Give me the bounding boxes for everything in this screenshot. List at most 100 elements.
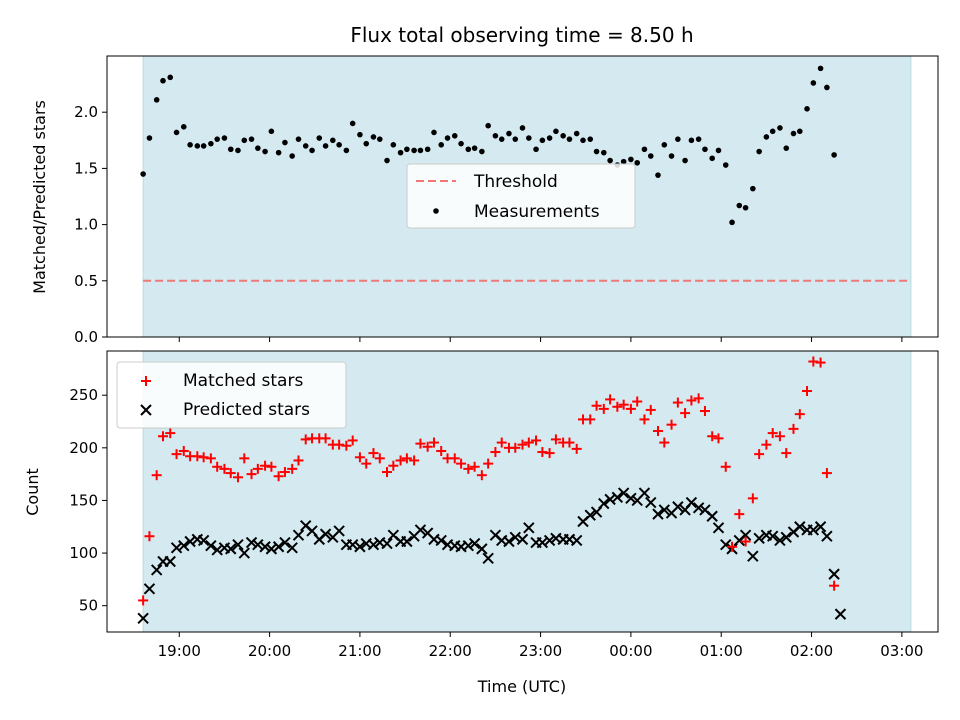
matched-point — [192, 451, 203, 462]
measurement-point — [600, 149, 607, 156]
cross-b — [150, 564, 163, 576]
matched-point — [747, 493, 758, 504]
matched-point — [138, 595, 149, 606]
matched-point — [422, 441, 433, 452]
measurement-point — [479, 148, 485, 155]
cross-b — [503, 535, 515, 548]
predicted-point — [333, 525, 345, 537]
cross-b — [611, 491, 624, 503]
cross-b — [421, 527, 434, 539]
predicted-point — [720, 538, 732, 551]
matched-point — [713, 433, 724, 444]
predicted-point — [692, 502, 705, 514]
cross-b — [645, 496, 657, 509]
measurement-point — [336, 141, 342, 148]
predicted-point — [150, 564, 163, 576]
matched-point — [767, 428, 778, 439]
predicted-point — [780, 531, 792, 543]
cross-b — [197, 534, 210, 547]
predicted-point — [286, 542, 298, 554]
measurement-point — [498, 136, 505, 142]
cross-b — [685, 496, 698, 509]
bottom-axes-frame — [106, 350, 939, 633]
cross-b — [462, 539, 475, 552]
cross-b — [509, 531, 521, 543]
cross-b — [225, 543, 237, 555]
predicted-point — [462, 539, 475, 552]
predicted-point — [482, 552, 494, 565]
measurement-point — [227, 146, 234, 153]
measurement-point — [357, 131, 363, 138]
cross-b — [536, 536, 549, 549]
cross-b — [638, 487, 651, 499]
measurement-point — [451, 133, 458, 139]
predicted-point — [774, 534, 786, 547]
legend-box — [116, 361, 347, 429]
measurement-point — [831, 152, 837, 158]
x-tick-label: 20:00 — [248, 642, 291, 660]
bottom-y-axis-label: Count — [23, 468, 42, 516]
predicted-point — [211, 544, 223, 556]
matched-point — [266, 461, 277, 472]
measurement-point — [580, 137, 586, 144]
predicted-point — [346, 538, 359, 551]
cross-b — [265, 543, 278, 555]
matched-point — [727, 541, 738, 552]
matched-point — [544, 448, 555, 459]
measurement-point — [539, 137, 546, 144]
matched-point — [829, 580, 840, 591]
cross-b — [523, 522, 535, 534]
matched-point — [754, 449, 765, 460]
measurement-point — [330, 137, 336, 144]
y-tick-label: 0.0 — [74, 328, 98, 346]
cross-b — [259, 541, 271, 553]
predicted-point — [137, 612, 149, 625]
matched-point — [734, 509, 745, 520]
matched-point — [510, 442, 521, 453]
cross-b — [712, 522, 725, 534]
predicted-point — [178, 539, 190, 552]
matched-point — [564, 437, 575, 448]
matched-point — [672, 397, 683, 408]
matched-point — [300, 434, 311, 445]
measurement-point — [810, 80, 817, 86]
predicted-point — [536, 536, 549, 549]
predicted-point — [516, 533, 529, 546]
x-tick-label: 02:00 — [790, 642, 833, 660]
matched-point — [537, 447, 548, 458]
measurement-point — [620, 158, 627, 165]
matched-point — [225, 468, 236, 479]
measurement-point — [438, 141, 445, 148]
cross-b — [143, 583, 156, 595]
cross-b — [828, 568, 840, 580]
measurement-point — [722, 162, 729, 168]
cross-b — [164, 555, 176, 568]
predicted-point — [272, 541, 285, 553]
predicted-point — [794, 521, 806, 533]
predicted-point — [381, 537, 393, 550]
cross-b — [476, 543, 488, 555]
matched-point — [334, 439, 345, 450]
cross-b — [672, 501, 684, 513]
cross-b — [140, 404, 152, 416]
predicted-point — [319, 528, 332, 540]
predicted-point — [184, 535, 196, 548]
measurement-point — [376, 136, 383, 142]
bottom-legend: Matched stars Predicted stars — [116, 361, 347, 429]
predicted-point — [225, 543, 237, 555]
matched-point — [517, 439, 528, 450]
measurement-point — [343, 147, 350, 154]
measurement-point — [485, 122, 491, 129]
measurement-point — [471, 145, 478, 151]
legend-matched-label: Matched stars — [183, 371, 303, 391]
measurement-point — [235, 147, 241, 154]
legend-predicted-label: Predicted stars — [183, 400, 310, 420]
cross-b — [333, 525, 345, 537]
predicted-point — [658, 504, 671, 516]
measurement-point — [167, 74, 174, 81]
cross-b — [489, 529, 502, 541]
cross-b — [699, 504, 711, 516]
predicted-point — [367, 538, 380, 551]
measurement-point — [397, 149, 404, 156]
measurement-point — [370, 134, 377, 140]
